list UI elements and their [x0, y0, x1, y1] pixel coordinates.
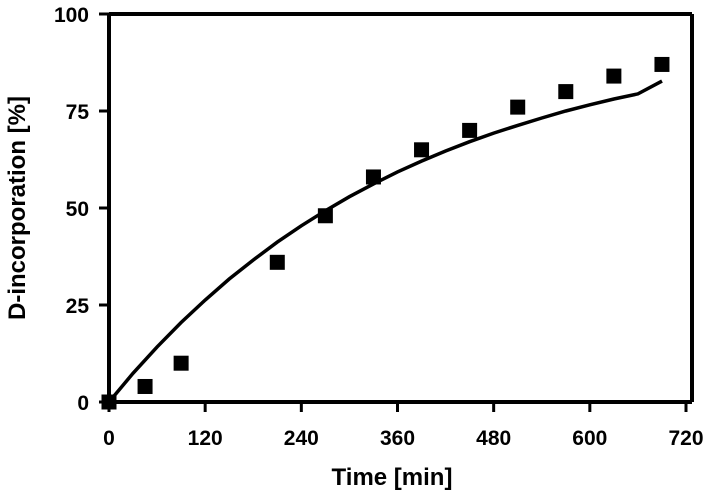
- data-point: [414, 142, 430, 158]
- axes: [107, 12, 694, 404]
- y-axis-title: D-incorporation [%]: [4, 96, 31, 320]
- y-tick-label: 75: [66, 101, 90, 124]
- fit-curve: [107, 79, 663, 404]
- data-point: [173, 355, 189, 371]
- data-point: [654, 56, 670, 72]
- data-point: [137, 378, 153, 394]
- data-point: [269, 254, 285, 270]
- x-tick-label: 120: [188, 427, 223, 450]
- ticks: 0 120 240 360 480 600 720 0 25 50 75 100: [54, 4, 704, 450]
- y-tick-label: 50: [66, 198, 89, 221]
- x-tick-label: 480: [476, 427, 511, 450]
- data-point: [510, 99, 526, 115]
- x-tick-label: 0: [103, 427, 115, 450]
- y-tick-label: 0: [77, 392, 89, 415]
- x-tick-label: 240: [284, 427, 319, 450]
- y-tick-label: 25: [66, 295, 90, 318]
- x-tick-label: 720: [668, 427, 703, 450]
- x-tick-label: 600: [572, 427, 607, 450]
- data-point: [317, 208, 333, 224]
- x-tick-label: 360: [380, 427, 415, 450]
- x-axis-title: Time [min]: [332, 464, 453, 491]
- data-point: [606, 68, 622, 84]
- data-point: [462, 122, 478, 138]
- plot-area: [101, 56, 670, 410]
- y-tick-label: 100: [54, 4, 89, 27]
- data-point: [558, 84, 574, 100]
- data-point: [365, 169, 381, 185]
